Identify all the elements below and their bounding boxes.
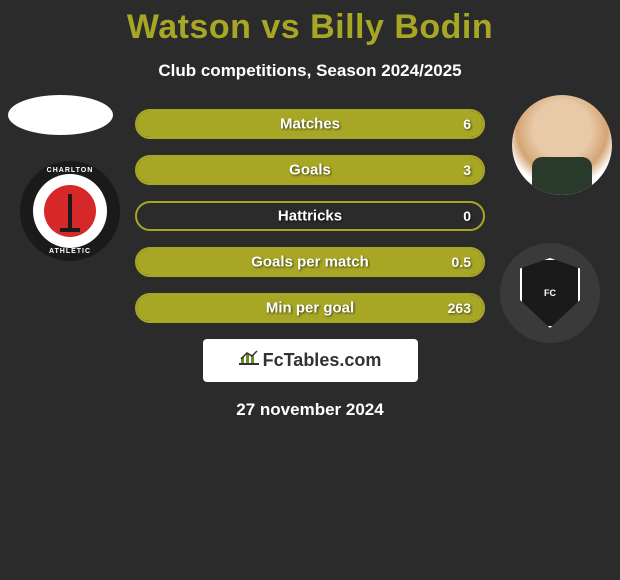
- stat-label: Goals per match: [251, 254, 369, 271]
- stat-bar: Goals per match 0.5: [135, 247, 485, 277]
- stat-bar: Matches 6: [135, 109, 485, 139]
- page-title: Watson vs Billy Bodin: [0, 0, 620, 47]
- date: 27 november 2024: [0, 400, 620, 420]
- stats-bars: Matches 6 Goals 3 Hattricks 0 Goals per match 0…: [135, 109, 485, 323]
- badge-text-bottom: ATHLETIC: [49, 248, 91, 255]
- chart-icon: [239, 349, 259, 372]
- stat-value-right: 6: [463, 116, 471, 132]
- player-right-avatar: [512, 95, 612, 195]
- stat-value-right: 0: [463, 208, 471, 224]
- badge-right-text: FC: [544, 288, 556, 299]
- stat-value-right: 3: [463, 162, 471, 178]
- badge-text-top: CHARLTON: [47, 167, 94, 174]
- stat-label: Min per goal: [266, 300, 354, 317]
- stat-bar: Min per goal 263: [135, 293, 485, 323]
- stat-bar: Hattricks 0: [135, 201, 485, 231]
- watermark-text: FcTables.com: [263, 350, 382, 371]
- player-left-avatar: [8, 95, 113, 135]
- subtitle: Club competitions, Season 2024/2025: [0, 61, 620, 81]
- player-right-club-badge: FC: [500, 243, 600, 343]
- stat-label: Hattricks: [278, 208, 342, 225]
- sword-icon: [68, 194, 72, 228]
- watermark: FcTables.com: [203, 339, 418, 382]
- player-left-club-badge: CHARLTON ATHLETIC: [20, 161, 120, 261]
- stat-bar: Goals 3: [135, 155, 485, 185]
- stat-value-right: 263: [448, 300, 471, 316]
- stat-label: Goals: [289, 162, 331, 179]
- stat-label: Matches: [280, 116, 340, 133]
- comparison-content: CHARLTON ATHLETIC FC Matches 6 Goals 3 Hattr…: [0, 109, 620, 420]
- stat-value-right: 0.5: [452, 254, 471, 270]
